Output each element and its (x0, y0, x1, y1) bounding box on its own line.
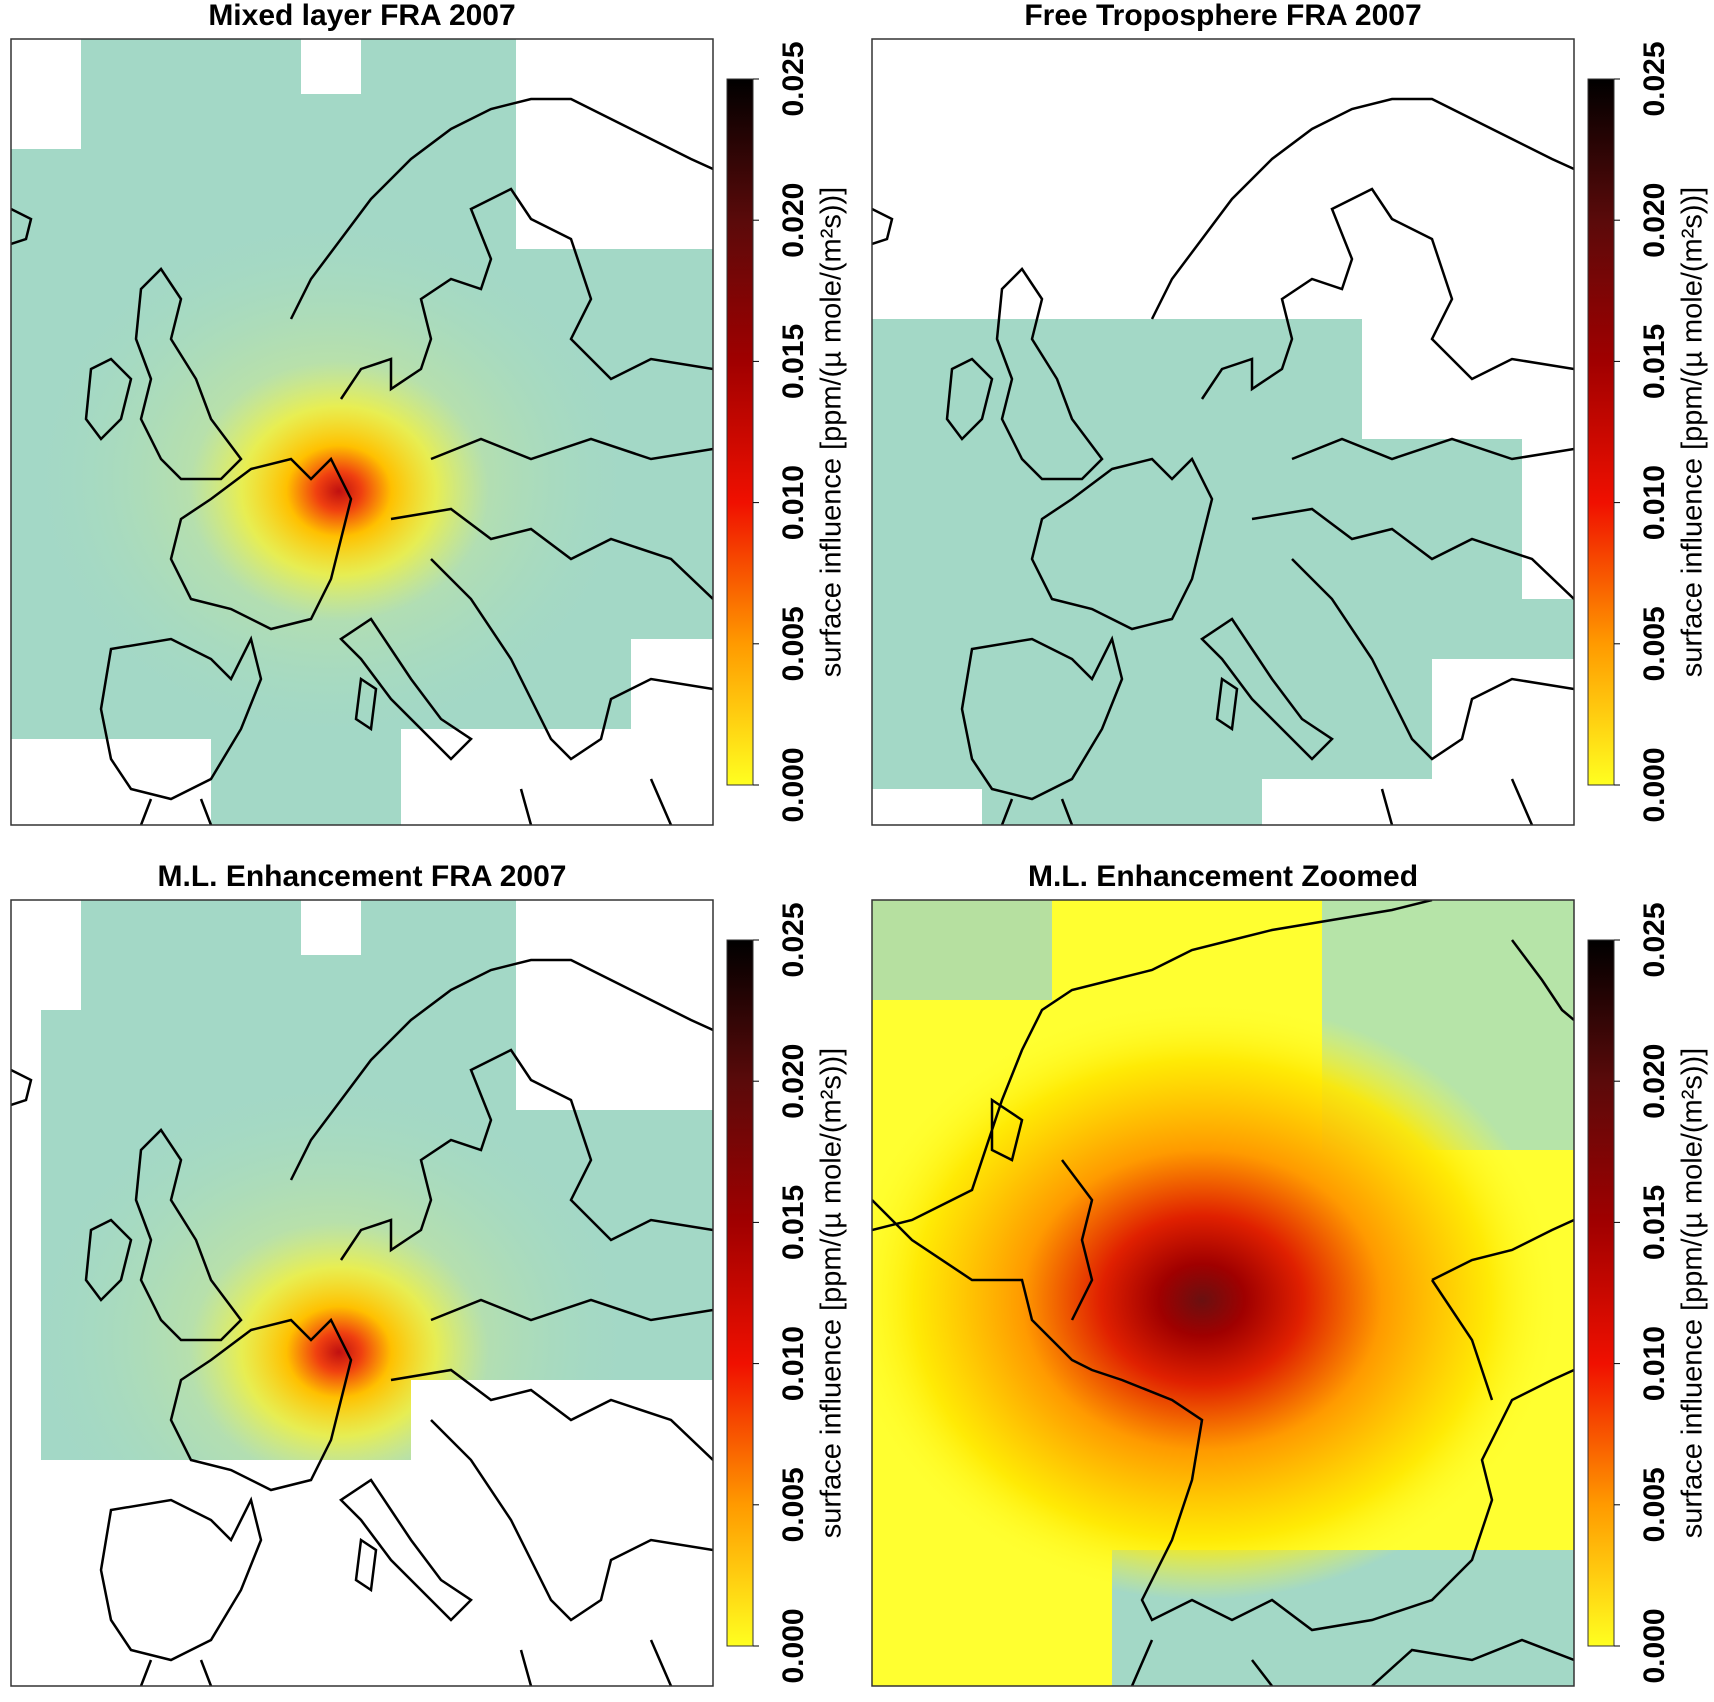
blank (11, 39, 81, 149)
colorbar-tick-label: 0.000 (777, 1608, 810, 1683)
colorbar-tick-label: 0.020 (777, 1044, 810, 1119)
map-frame (10, 899, 714, 1687)
panel-title: M.L. Enhancement Zoomed (1028, 860, 1418, 893)
colorbar-label: surface influence [ppm/(µ mole/(m²s))] (816, 187, 848, 678)
blank (411, 1380, 713, 1460)
colorbar-tick-label: 0.015 (1638, 324, 1671, 399)
colorbar-tick-label: 0.015 (777, 324, 810, 399)
colorbar-tick-label: 0.020 (1638, 1044, 1671, 1119)
colorbar-tick-label: 0.010 (1638, 1326, 1671, 1401)
borders (872, 900, 1574, 1686)
colorbar-tick-label: 0.025 (777, 41, 810, 116)
colorbar-tick-label: 0.000 (777, 747, 810, 822)
blank (516, 900, 713, 1110)
hotspot (189, 361, 489, 621)
colorbar (726, 939, 754, 1647)
blank (301, 900, 361, 955)
field-teal (872, 900, 1052, 1000)
panel-title: Mixed layer FRA 2007 (208, 0, 515, 32)
panel-title: M.L. Enhancement FRA 2007 (158, 860, 567, 893)
blank (1262, 779, 1574, 825)
colorbar (1587, 78, 1615, 786)
map (872, 39, 1574, 825)
map-frame (10, 38, 714, 826)
colorbar-tick-label: 0.005 (1638, 606, 1671, 681)
borders (11, 97, 713, 825)
blank (516, 39, 713, 249)
colorbar-tick-label: 0.015 (777, 1185, 810, 1260)
colorbar-tick-label: 0.000 (1638, 1608, 1671, 1683)
colorbar-label: surface influence [ppm/(µ mole/(m²s))] (816, 1048, 848, 1539)
borders (11, 958, 713, 1686)
map (11, 39, 713, 825)
colorbar-tick-label: 0.010 (777, 1326, 810, 1401)
colorbar-tick-label: 0.000 (1638, 747, 1671, 822)
colorbar-tick-label: 0.005 (1638, 1467, 1671, 1542)
colorbar-tick-label: 0.005 (777, 606, 810, 681)
colorbar (726, 78, 754, 786)
blank (301, 39, 361, 94)
blank (631, 639, 713, 729)
colorbar-label: surface influence [ppm/(µ mole/(m²s))] (1677, 187, 1709, 678)
blank (1432, 659, 1574, 779)
map (872, 900, 1574, 1686)
blank (11, 739, 211, 825)
blank (1522, 439, 1574, 599)
colorbar-tick-label: 0.015 (1638, 1185, 1671, 1260)
map-frame (871, 38, 1575, 826)
blank (872, 789, 982, 825)
colorbar-tick-label: 0.010 (1638, 465, 1671, 540)
colorbar-tick-label: 0.025 (1638, 902, 1671, 977)
map-frame (871, 899, 1575, 1687)
map (11, 900, 713, 1686)
colorbar-tick-label: 0.005 (777, 1467, 810, 1542)
colorbar-tick-label: 0.025 (777, 902, 810, 977)
colorbar-label: surface influence [ppm/(µ mole/(m²s))] (1677, 1048, 1709, 1539)
blank (11, 1460, 713, 1686)
colorbar-tick-label: 0.020 (1638, 183, 1671, 258)
panel-title: Free Troposphere FRA 2007 (1024, 0, 1421, 32)
colorbar-tick-label: 0.020 (777, 183, 810, 258)
blank (1362, 279, 1574, 439)
colorbar-tick-label: 0.010 (777, 465, 810, 540)
hotspot (872, 1000, 1562, 1600)
colorbar-tick-label: 0.025 (1638, 41, 1671, 116)
colorbar (1587, 939, 1615, 1647)
borders (872, 97, 1574, 825)
